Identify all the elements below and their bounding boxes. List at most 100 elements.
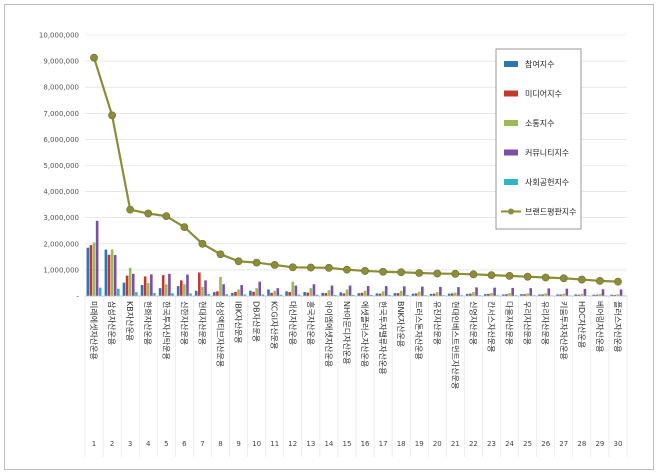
category-number: 28 — [577, 440, 586, 448]
x-tick-label: BNK자산운용 — [396, 301, 406, 347]
bar — [393, 293, 397, 296]
bar — [616, 294, 620, 296]
x-tick-label: 에셋플러스자산운용 — [360, 301, 370, 367]
bar — [294, 285, 298, 296]
bar — [143, 276, 147, 296]
bar — [538, 294, 541, 296]
y-tick-label: - — [76, 293, 79, 301]
bar — [595, 294, 599, 296]
bar — [592, 294, 595, 296]
bar — [135, 292, 138, 296]
legend-swatch-point — [508, 208, 514, 215]
bar — [179, 280, 183, 296]
bar — [577, 294, 581, 296]
y-tick-label: 4,000,000 — [43, 188, 79, 196]
bar — [450, 293, 454, 296]
bar — [285, 291, 288, 296]
trend-line-point — [270, 261, 279, 269]
bar — [429, 293, 433, 296]
bar — [339, 292, 343, 296]
bars — [86, 220, 626, 296]
bar — [619, 289, 623, 296]
bar — [89, 245, 93, 296]
bar — [204, 280, 207, 296]
trend-line-point — [469, 270, 478, 279]
bar — [396, 293, 400, 296]
chart-frame: - 1,000,000 2,000,000 3,000,000 4,000,000 5,0… — [4, 4, 654, 470]
bar — [562, 293, 566, 296]
trend-line-point — [126, 205, 135, 214]
bar — [113, 255, 117, 296]
brand-reputation-chart: - 1,000,000 2,000,000 3,000,000 4,000,000 5,0… — [39, 32, 628, 457]
bar — [98, 287, 102, 296]
trend-line-point — [415, 269, 424, 277]
y-tick-label: 6,000,000 — [43, 136, 79, 144]
category-number: 5 — [164, 440, 168, 448]
bar — [529, 288, 533, 296]
category-number: 13 — [306, 440, 315, 448]
bar — [288, 292, 291, 296]
trend-line-point — [234, 257, 243, 266]
bar — [348, 285, 352, 296]
bar — [544, 293, 547, 296]
bar — [306, 292, 310, 296]
bar — [161, 275, 165, 296]
bar — [541, 294, 544, 296]
bar — [240, 285, 243, 296]
category-number: 7 — [200, 440, 204, 448]
bar — [351, 294, 355, 296]
legend-swatch — [504, 90, 518, 97]
trend-line-point — [216, 250, 225, 259]
bar — [243, 294, 247, 296]
trend-line-point — [487, 271, 496, 280]
x-tick-label: 다올자산운용 — [505, 301, 515, 345]
category-number: 25 — [523, 440, 532, 448]
bar — [565, 288, 569, 296]
bar — [505, 294, 508, 296]
trend-line-point — [596, 276, 604, 285]
bar — [472, 292, 475, 296]
y-tick-label: 10,000,000 — [39, 32, 79, 40]
bar — [258, 281, 262, 296]
bar — [598, 293, 602, 296]
category-number: 6 — [182, 440, 187, 448]
x-tick-label: 한국투자밸류자산운용 — [378, 301, 388, 375]
bar — [117, 288, 120, 296]
bar — [366, 286, 370, 296]
bar — [261, 294, 265, 296]
x-tick-label: 칸서스자산운용 — [487, 301, 497, 353]
bar — [411, 293, 415, 296]
x-tick-label: DB자산운용 — [252, 301, 262, 342]
bar — [475, 287, 478, 296]
legend-entry: 커뮤니티지수 — [525, 148, 569, 158]
x-tick-label: 우리자산운용 — [523, 301, 533, 345]
category-number: 22 — [469, 440, 478, 448]
x-tick-label: 신영자산운용 — [468, 301, 478, 345]
category-number: 19 — [415, 440, 424, 448]
category-number: 21 — [451, 440, 460, 448]
trend-line-point — [433, 269, 442, 278]
bar — [255, 288, 258, 296]
bar — [153, 292, 156, 296]
bar — [447, 293, 451, 296]
bar — [194, 290, 198, 296]
trend-line-point — [379, 267, 387, 276]
bar — [297, 294, 301, 296]
x-tick-label: 트러스톤자산운용 — [414, 301, 424, 360]
x-tick-label: 삼성액티브자산운용 — [216, 301, 226, 367]
trend-line-point — [397, 268, 406, 277]
category-number: 23 — [487, 440, 496, 448]
bar — [168, 273, 171, 296]
bar — [610, 294, 614, 296]
bar — [333, 294, 337, 296]
x-tick-label: KB자산운용 — [125, 301, 135, 341]
x-tick-label: 한화자산운용 — [143, 301, 153, 345]
category-number: 2 — [110, 440, 114, 448]
bar — [273, 290, 276, 296]
trend-line-point — [288, 263, 297, 272]
legend-swatch — [504, 149, 518, 156]
y-axis: - 1,000,000 2,000,000 3,000,000 4,000,000 5,0… — [39, 32, 80, 301]
trend-line-point — [180, 223, 189, 231]
category-number: 18 — [397, 440, 406, 448]
bar — [399, 290, 403, 296]
